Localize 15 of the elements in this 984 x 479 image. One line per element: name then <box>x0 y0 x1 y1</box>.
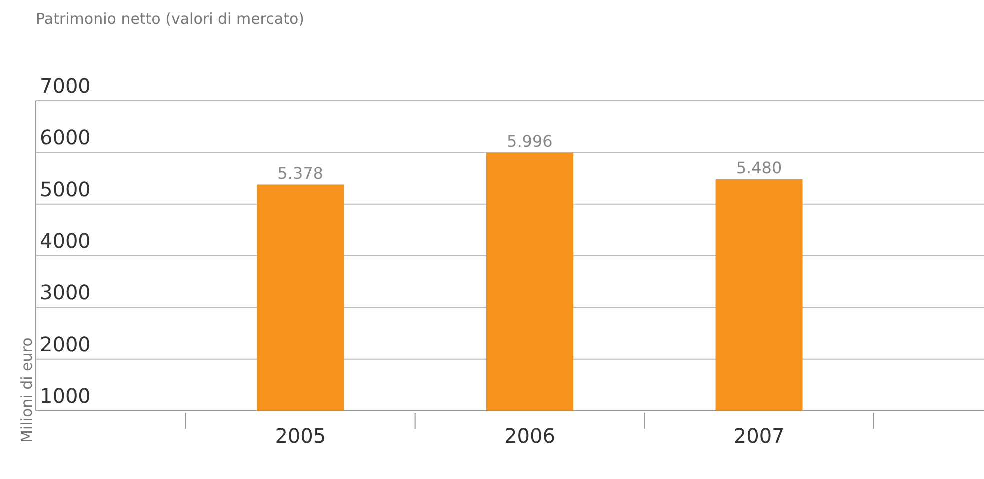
x-tick-label: 2007 <box>734 424 785 448</box>
y-tick-label: 3000 <box>40 280 91 305</box>
data-label: 5.378 <box>278 164 324 183</box>
y-tick-label: 7000 <box>40 74 91 98</box>
y-tick-label: 1000 <box>40 384 91 408</box>
y-tick-label: 2000 <box>40 332 91 356</box>
y-tick-label: 5000 <box>40 177 91 202</box>
y-axis-title: Milioni di euro <box>18 338 36 443</box>
data-label: 5.996 <box>507 132 553 151</box>
x-tick-label: 2006 <box>504 424 556 448</box>
y-tick-label: 6000 <box>40 126 91 150</box>
x-tick-label: 2005 <box>275 424 326 448</box>
chart-title: Patrimonio netto (valori di mercato) <box>36 10 304 28</box>
data-label: 5.480 <box>736 158 782 178</box>
y-tick-label: 4000 <box>40 229 91 253</box>
